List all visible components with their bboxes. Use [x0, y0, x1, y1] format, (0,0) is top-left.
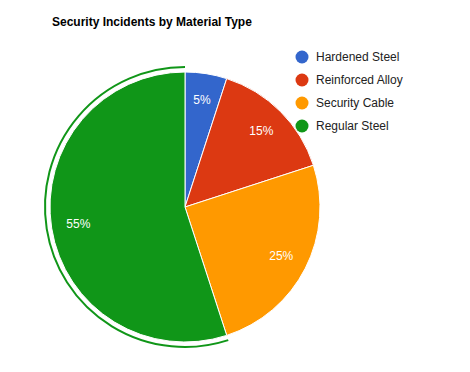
legend-label: Hardened Steel	[316, 50, 399, 64]
data-label: 5%	[193, 93, 211, 107]
legend-marker	[296, 74, 309, 87]
legend-marker	[296, 97, 309, 110]
data-labels: 5% 15% 25% 55%	[66, 93, 293, 263]
chart: Security Incidents by Material Type 5% 15%…	[0, 0, 470, 372]
legend-marker	[296, 120, 309, 133]
chart-title: Security Incidents by Material Type	[52, 15, 252, 29]
highlight-ring	[45, 67, 228, 347]
legend-label: Regular Steel	[316, 119, 389, 133]
data-label: 15%	[249, 124, 273, 138]
data-label: 25%	[269, 249, 293, 263]
legend-label: Reinforced Alloy	[316, 73, 403, 87]
legend-label: Security Cable	[316, 96, 394, 110]
data-label: 55%	[66, 217, 90, 231]
pie-slice	[50, 72, 227, 342]
slices	[45, 67, 320, 347]
legend: Hardened Steel Reinforced Alloy Security C…	[296, 50, 403, 133]
legend-marker	[296, 51, 309, 64]
